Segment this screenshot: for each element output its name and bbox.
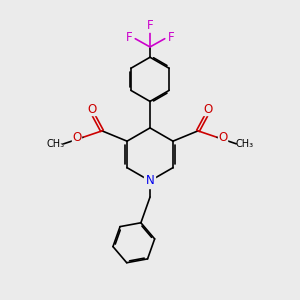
Text: CH₃: CH₃ bbox=[236, 139, 253, 149]
Text: O: O bbox=[72, 131, 82, 144]
Text: F: F bbox=[168, 31, 175, 44]
Text: O: O bbox=[203, 103, 212, 116]
Text: N: N bbox=[146, 174, 154, 188]
Text: F: F bbox=[147, 19, 153, 32]
Text: O: O bbox=[88, 103, 97, 116]
Text: CH₃: CH₃ bbox=[46, 139, 64, 149]
Text: F: F bbox=[125, 31, 132, 44]
Text: O: O bbox=[218, 131, 228, 144]
